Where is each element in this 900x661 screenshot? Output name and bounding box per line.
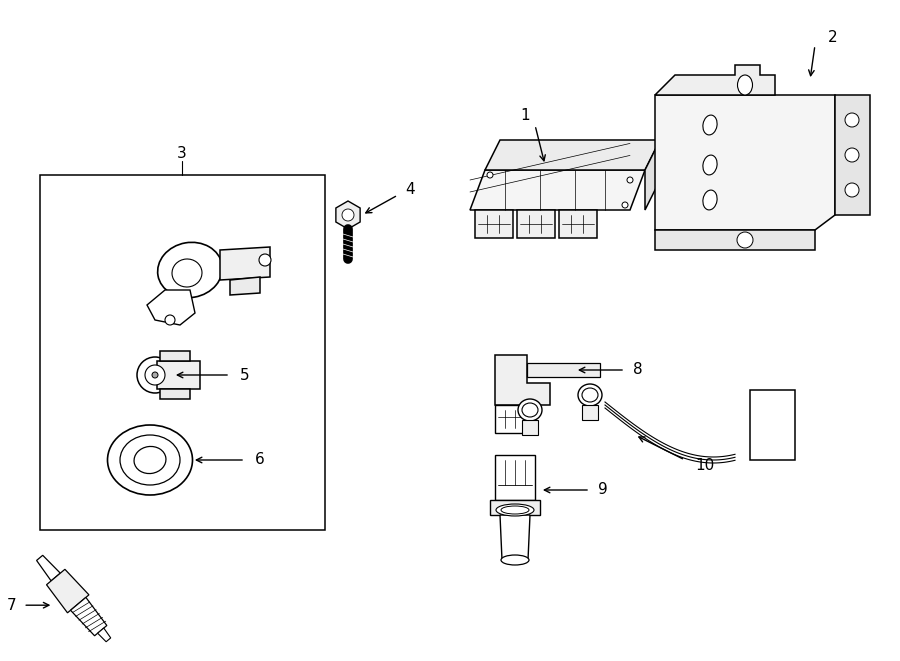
Ellipse shape xyxy=(703,115,717,135)
Ellipse shape xyxy=(158,243,222,297)
Ellipse shape xyxy=(107,425,193,495)
Ellipse shape xyxy=(703,190,717,210)
Polygon shape xyxy=(47,569,89,613)
Ellipse shape xyxy=(134,446,166,473)
Polygon shape xyxy=(559,210,597,238)
Polygon shape xyxy=(160,351,190,361)
Circle shape xyxy=(487,172,493,178)
Polygon shape xyxy=(70,598,107,636)
Circle shape xyxy=(845,183,859,197)
Polygon shape xyxy=(495,455,535,500)
Text: 6: 6 xyxy=(255,453,265,467)
Polygon shape xyxy=(220,247,270,280)
Polygon shape xyxy=(485,140,660,170)
Ellipse shape xyxy=(172,259,202,287)
Polygon shape xyxy=(147,290,195,325)
Polygon shape xyxy=(750,390,795,460)
Polygon shape xyxy=(490,500,540,515)
Polygon shape xyxy=(645,140,660,210)
Circle shape xyxy=(145,365,165,385)
Ellipse shape xyxy=(582,388,598,402)
Polygon shape xyxy=(582,405,598,420)
Text: 4: 4 xyxy=(405,182,415,198)
Text: 10: 10 xyxy=(696,457,715,473)
Ellipse shape xyxy=(501,506,529,514)
Bar xyxy=(40,175,325,530)
Ellipse shape xyxy=(578,384,602,406)
Ellipse shape xyxy=(501,555,529,565)
Circle shape xyxy=(737,232,753,248)
Polygon shape xyxy=(835,95,870,215)
Polygon shape xyxy=(470,170,645,210)
Text: 7: 7 xyxy=(6,598,16,613)
Polygon shape xyxy=(495,405,535,433)
Polygon shape xyxy=(37,555,60,581)
Polygon shape xyxy=(500,515,530,560)
Text: 1: 1 xyxy=(520,108,530,122)
Circle shape xyxy=(845,148,859,162)
Text: 2: 2 xyxy=(828,30,838,44)
Ellipse shape xyxy=(120,435,180,485)
Polygon shape xyxy=(527,363,600,377)
Circle shape xyxy=(342,209,354,221)
Polygon shape xyxy=(157,361,200,389)
Polygon shape xyxy=(495,355,550,405)
Polygon shape xyxy=(475,210,513,238)
Text: 5: 5 xyxy=(240,368,250,383)
Polygon shape xyxy=(522,420,538,435)
Polygon shape xyxy=(655,230,815,250)
Circle shape xyxy=(627,177,633,183)
Circle shape xyxy=(165,315,175,325)
Circle shape xyxy=(152,372,158,378)
Circle shape xyxy=(622,202,628,208)
Ellipse shape xyxy=(522,403,538,417)
Polygon shape xyxy=(230,277,260,295)
Ellipse shape xyxy=(518,399,542,421)
Text: 9: 9 xyxy=(598,483,608,498)
Circle shape xyxy=(259,254,271,266)
Text: 3: 3 xyxy=(177,145,187,161)
Circle shape xyxy=(137,357,173,393)
Circle shape xyxy=(845,113,859,127)
Ellipse shape xyxy=(737,75,752,95)
Polygon shape xyxy=(655,95,835,230)
Ellipse shape xyxy=(496,504,534,516)
Polygon shape xyxy=(160,389,190,399)
Polygon shape xyxy=(655,65,775,95)
Text: 8: 8 xyxy=(634,362,643,377)
Polygon shape xyxy=(336,201,360,229)
Polygon shape xyxy=(97,628,111,642)
Polygon shape xyxy=(517,210,555,238)
Ellipse shape xyxy=(703,155,717,175)
